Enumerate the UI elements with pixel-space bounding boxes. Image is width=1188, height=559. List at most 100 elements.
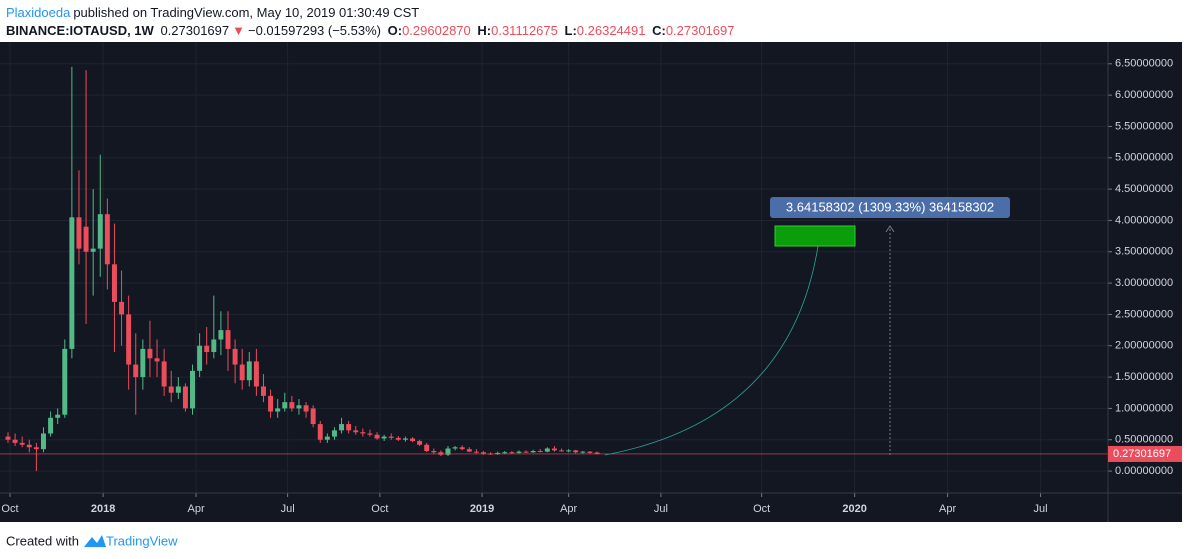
candle-body	[154, 358, 160, 362]
candle-body	[69, 217, 75, 349]
y-tick-label: 3.00000000	[1115, 277, 1173, 289]
candle-body	[537, 451, 543, 453]
candle-body	[126, 314, 132, 365]
candle-body	[76, 217, 82, 249]
candle-body	[324, 436, 330, 440]
candle-body	[253, 361, 259, 387]
candle-body	[190, 370, 195, 409]
candle-body	[133, 364, 139, 378]
footer-created: Created with	[6, 533, 79, 548]
candle-body	[225, 330, 231, 349]
candle-body	[111, 264, 117, 302]
candle-body	[83, 226, 89, 252]
candle-body	[459, 447, 465, 450]
candle-body	[97, 214, 103, 249]
candle-body	[360, 432, 366, 434]
y-tick-label: 6.00000000	[1115, 89, 1173, 101]
candle-body	[19, 442, 25, 445]
y-tick-label: 4.50000000	[1115, 183, 1173, 195]
candle-body	[261, 386, 266, 396]
x-tick-label: 2018	[91, 503, 115, 515]
candle-body	[317, 424, 323, 440]
y-tick-label: 2.50000000	[1115, 308, 1173, 320]
candle-body	[346, 424, 352, 431]
candle-body	[431, 451, 437, 453]
candle-body	[104, 214, 110, 265]
candle-body	[204, 345, 210, 353]
candle-body	[275, 408, 281, 412]
logo	[84, 535, 106, 547]
candle-body	[55, 414, 61, 418]
y-tick-label: 1.00000000	[1115, 402, 1173, 414]
candle-body	[331, 430, 337, 437]
candle-body	[303, 405, 309, 412]
candle-body	[516, 451, 522, 453]
candle-body	[168, 386, 174, 393]
candle-body	[530, 451, 536, 453]
symbol-line: BINANCE:IOTAUSD, 1W 0.27301697 ▼ −0.015972…	[6, 23, 738, 38]
o-value: 0.29602870	[402, 23, 471, 38]
published: published on TradingView.com, May 10, 20…	[73, 5, 420, 20]
projection-curve	[604, 245, 819, 456]
candle-body	[310, 408, 316, 425]
candle-body	[466, 449, 472, 452]
h-label: H:	[477, 23, 492, 38]
candle-body	[509, 452, 515, 454]
last-price-box	[1108, 445, 1182, 462]
candle-body	[182, 386, 188, 409]
o-label: O:	[387, 23, 403, 38]
target-box	[774, 225, 856, 247]
candle-body	[445, 448, 451, 455]
candle-body	[566, 450, 572, 452]
candle-body	[218, 330, 224, 340]
candle-body	[62, 348, 68, 415]
candle-body	[587, 451, 593, 453]
candle-body	[12, 439, 18, 443]
x-tick-label: 2019	[470, 503, 494, 515]
price: 0.27301697	[160, 23, 230, 38]
candle-body	[197, 345, 203, 371]
x-tick-label: Jul	[654, 503, 668, 515]
x-tick-label: Apr	[939, 503, 956, 515]
plot-layer: 0.00000000 0.50000000 1.00000000 1.50000000…	[0, 42, 1173, 515]
y-tick-label: 0.50000000	[1115, 434, 1173, 446]
candle-body	[296, 405, 302, 409]
y-tick-label: 4.00000000	[1115, 214, 1173, 226]
candle-body	[268, 395, 274, 412]
candle-body	[33, 447, 39, 450]
candle-body	[481, 452, 486, 454]
candle-body	[147, 348, 153, 359]
candle-body	[26, 444, 32, 448]
candle-body	[388, 436, 394, 438]
candle-body	[523, 451, 529, 453]
last-price-label: 0.27301697	[1113, 448, 1171, 460]
candle-body	[417, 440, 423, 445]
candle-body	[239, 364, 245, 381]
candle-body	[473, 451, 479, 453]
y-tick-label: 5.50000000	[1115, 120, 1173, 132]
x-tick-label: Apr	[188, 503, 205, 515]
candle-body	[495, 452, 501, 455]
y-tick-label: 2.00000000	[1115, 340, 1173, 352]
candle-body	[90, 248, 96, 252]
candle-body	[211, 339, 217, 353]
c-value: 0.27301697	[665, 23, 735, 38]
y-tick-label: 5.00000000	[1115, 152, 1173, 164]
candle-body	[48, 417, 54, 434]
x-tick-label: Oct	[1, 503, 18, 515]
candle-body	[289, 402, 295, 409]
change: −0.01597293 (−5.53%)	[248, 23, 381, 38]
last-price-tag: 0.27301697	[1108, 445, 1182, 462]
candle-body	[119, 301, 125, 315]
candle-body	[232, 348, 238, 365]
footer-brand[interactable]: TradingView	[106, 533, 178, 548]
candle-body	[5, 436, 11, 440]
l-label: L:	[564, 23, 577, 38]
l-value: 0.26324491	[576, 23, 646, 38]
candle-body	[502, 452, 508, 454]
candle-body	[339, 424, 345, 431]
author[interactable]: Plaxidoeda	[6, 5, 71, 20]
arrow: ▼	[232, 23, 245, 38]
candle-body	[175, 386, 181, 393]
y-tick-label: 1.50000000	[1115, 371, 1173, 383]
